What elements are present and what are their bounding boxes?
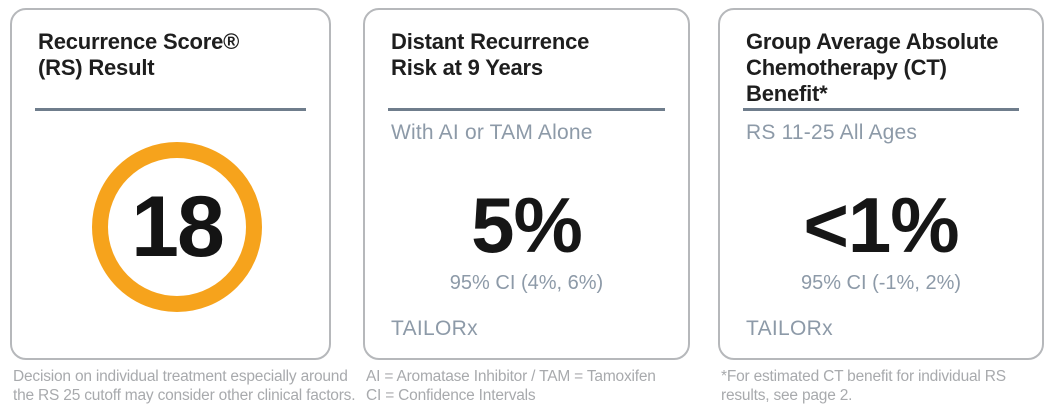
study-name: TAILORx — [391, 317, 478, 340]
group-subtitle: RS 11-25 All Ages — [746, 121, 918, 144]
title-divider — [35, 108, 306, 111]
title-divider — [388, 108, 665, 111]
card-title-line: Recurrence Score® — [38, 29, 240, 54]
recurrence-score-gauge: 18 — [92, 142, 262, 312]
confidence-interval: 95% CI (4%, 6%) — [449, 272, 604, 294]
distant-recurrence-risk-card: Distant Recurrence Risk at 9 Years With … — [363, 8, 690, 360]
recurrence-score-section: Recurrence Score® (RS) Result 18 Decisio… — [10, 8, 356, 405]
card-title-line: Risk at 9 Years — [391, 55, 543, 80]
chemotherapy-benefit-card: Group Average Absolute Chemotherapy (CT)… — [718, 8, 1044, 360]
card-title-line: Distant Recurrence — [391, 29, 590, 54]
footnote-line: *For estimated CT benefit for individual… — [721, 368, 1006, 385]
treatment-subtitle: With AI or TAM Alone — [391, 121, 593, 144]
footnote-line: AI = Aromatase Inhibitor / TAM = Tamoxif… — [366, 368, 656, 385]
study-name: TAILORx — [746, 317, 833, 340]
card-title-line: Group Average Absolute — [746, 29, 999, 54]
chemotherapy-benefit-card-title: Group Average Absolute Chemotherapy (CT)… — [746, 29, 1028, 107]
card-title-line: (RS) Result — [38, 55, 155, 80]
card-title-line: Benefit* — [746, 81, 828, 106]
ct-benefit-footnote: *For estimated CT benefit for individual… — [721, 368, 1044, 405]
chemotherapy-benefit-section: Group Average Absolute Chemotherapy (CT)… — [718, 8, 1044, 405]
distant-recurrence-risk-card-title: Distant Recurrence Risk at 9 Years — [391, 29, 674, 81]
distant-recurrence-risk-section: Distant Recurrence Risk at 9 Years With … — [363, 8, 690, 405]
footnote-line: Decision on individual treatment especia… — [13, 368, 348, 385]
recurrence-score-value: 18 — [131, 179, 225, 275]
confidence-interval: 95% CI (-1%, 2%) — [800, 272, 962, 294]
benefit-percentage-value: <1% — [803, 181, 959, 269]
footnote-line: the RS 25 cutoff may consider other clin… — [13, 386, 356, 404]
recurrence-score-card: Recurrence Score® (RS) Result 18 — [10, 8, 331, 360]
recurrence-score-card-title: Recurrence Score® (RS) Result — [38, 29, 315, 81]
risk-percentage-value: 5% — [471, 181, 583, 269]
score-ring-icon — [92, 142, 262, 312]
footnote-line: results, see page 2. — [721, 386, 853, 404]
title-divider — [743, 108, 1019, 111]
abbreviations-footnote: AI = Aromatase Inhibitor / TAM = Tamoxif… — [366, 368, 690, 405]
footnote-line: CI = Confidence Intervals — [366, 386, 536, 404]
card-title-line: Chemotherapy (CT) — [746, 55, 947, 80]
recurrence-score-footnote: Decision on individual treatment especia… — [13, 368, 356, 405]
